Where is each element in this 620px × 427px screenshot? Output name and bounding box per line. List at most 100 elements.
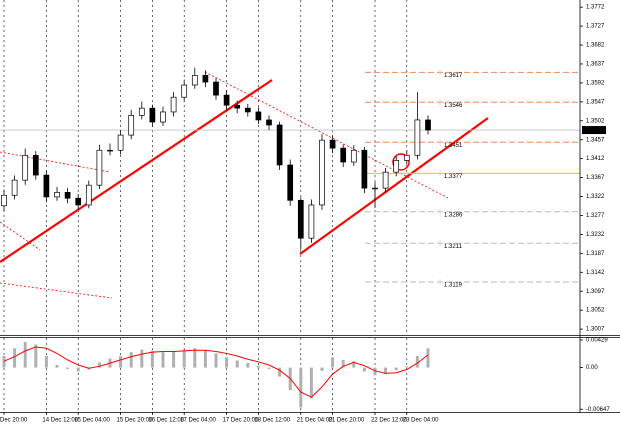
candle-body	[160, 111, 166, 123]
histogram-bar	[214, 353, 218, 368]
histogram-bar	[66, 367, 70, 369]
x-tick-label: 21 Dec 04:00	[297, 418, 333, 424]
y-tick-label: 1.3277	[586, 213, 605, 219]
x-tick-label: 21 Dec 20:00	[329, 418, 365, 424]
x-tick-label: 15 Dec 04:00	[74, 418, 110, 424]
y-tick-label: 1.3097	[586, 289, 605, 295]
histogram-bar	[203, 350, 207, 368]
candle-body	[54, 191, 60, 198]
candle-body	[382, 171, 389, 189]
candle-body	[255, 111, 262, 121]
candle-body	[22, 154, 29, 181]
y-tick-label: 1.3637	[586, 62, 605, 68]
candle-body	[223, 94, 230, 106]
osc-tick-label: -0.00647	[586, 407, 610, 413]
x-tick-label: 17 Dec 04:00	[180, 418, 216, 424]
histogram-bar	[299, 367, 303, 408]
x-tick-label: 16 Dec 12:00	[148, 418, 184, 424]
histogram-bar	[23, 341, 27, 368]
trend-line	[299, 117, 489, 255]
histogram-bar	[331, 357, 335, 368]
channel-line	[0, 282, 113, 299]
candle-body	[266, 119, 272, 126]
histogram-bar	[235, 360, 239, 368]
histogram-bar	[182, 349, 186, 368]
level-label: 1.3286	[444, 212, 463, 218]
histogram-bar	[172, 350, 176, 368]
histogram-bar	[256, 365, 260, 368]
x-tick-label: 22 Dec 12:00	[371, 418, 407, 424]
histogram-bar	[150, 350, 154, 368]
candle-body	[234, 104, 241, 109]
candle-body	[414, 119, 421, 156]
candle-body	[350, 149, 357, 163]
oscillator	[2, 341, 430, 408]
candle-body	[138, 107, 145, 116]
histogram-bar	[76, 367, 80, 372]
candle-body	[11, 179, 18, 196]
histogram-bar	[320, 367, 324, 371]
y-tick-label: 1.3367	[586, 175, 605, 181]
histogram-bar	[373, 367, 377, 376]
candle-body	[181, 84, 188, 98]
candle-body	[276, 124, 283, 166]
channel-line	[0, 221, 41, 251]
y-tick-label: 1.3007	[586, 327, 605, 333]
candle-body	[191, 74, 198, 86]
candle-body	[361, 149, 368, 189]
osc-tick-label: 0.00429	[586, 338, 608, 344]
histogram-bar	[193, 348, 197, 368]
candle-body	[213, 81, 219, 96]
candle-body	[128, 114, 135, 136]
current-price-box	[582, 126, 606, 135]
y-tick-label: 1.3727	[586, 24, 605, 30]
osc-tick-label: 0.00	[586, 365, 598, 371]
candle-body	[372, 187, 378, 190]
y-tick-label: 1.3592	[586, 80, 605, 86]
current-price-label: 1.3480	[584, 128, 603, 134]
candle-body	[287, 164, 294, 201]
histogram-bar	[55, 365, 59, 368]
candle-body	[319, 139, 325, 206]
histogram-bar	[267, 367, 271, 369]
histogram-bar	[278, 367, 282, 377]
y-tick-label: 1.3502	[586, 118, 605, 124]
candle-body	[107, 149, 113, 152]
y-tick-label: 1.3142	[586, 270, 605, 276]
candle-body	[308, 204, 315, 239]
y-tick-label: 1.3457	[586, 137, 605, 143]
histogram-bar	[161, 352, 165, 368]
y-tick-label: 1.3682	[586, 43, 605, 49]
histogram-bar	[394, 367, 398, 371]
x-tick-label: 18 Dec 12:00	[254, 418, 290, 424]
trend-line	[0, 79, 273, 263]
histogram-bar	[405, 366, 409, 368]
candle-body	[75, 197, 82, 206]
y-tick-label: 1.3052	[586, 308, 605, 314]
candle-body	[340, 147, 347, 163]
histogram-bar	[34, 344, 38, 368]
histogram-bar	[2, 356, 6, 368]
channel-line	[204, 71, 449, 199]
histogram-bar	[129, 352, 133, 368]
histogram-bar	[97, 362, 101, 368]
candle-body	[96, 149, 103, 186]
histogram-bar	[362, 367, 366, 372]
histogram-bar	[140, 349, 144, 368]
histogram-bar	[352, 361, 356, 368]
candle-body	[1, 194, 7, 207]
y-tick-label: 1.3322	[586, 194, 605, 200]
level-label: 1.3119	[444, 283, 463, 289]
candle-body	[202, 74, 209, 83]
candles	[1, 67, 431, 250]
histogram-bar	[309, 367, 313, 399]
level-label: 1.3546	[444, 103, 463, 109]
y-tick-label: 1.3232	[586, 232, 605, 238]
histogram-bar	[44, 356, 48, 368]
levels: 1.3617 1.3546 1.3451 1.3377 1.3286 1.3211 1.31…	[0, 69, 580, 289]
histogram-bar	[119, 356, 123, 368]
x-tick-label: 17 Dec 20:00	[223, 418, 259, 424]
histogram-bar	[246, 363, 250, 368]
x-tick-label: 15 Dec 20:00	[117, 418, 153, 424]
